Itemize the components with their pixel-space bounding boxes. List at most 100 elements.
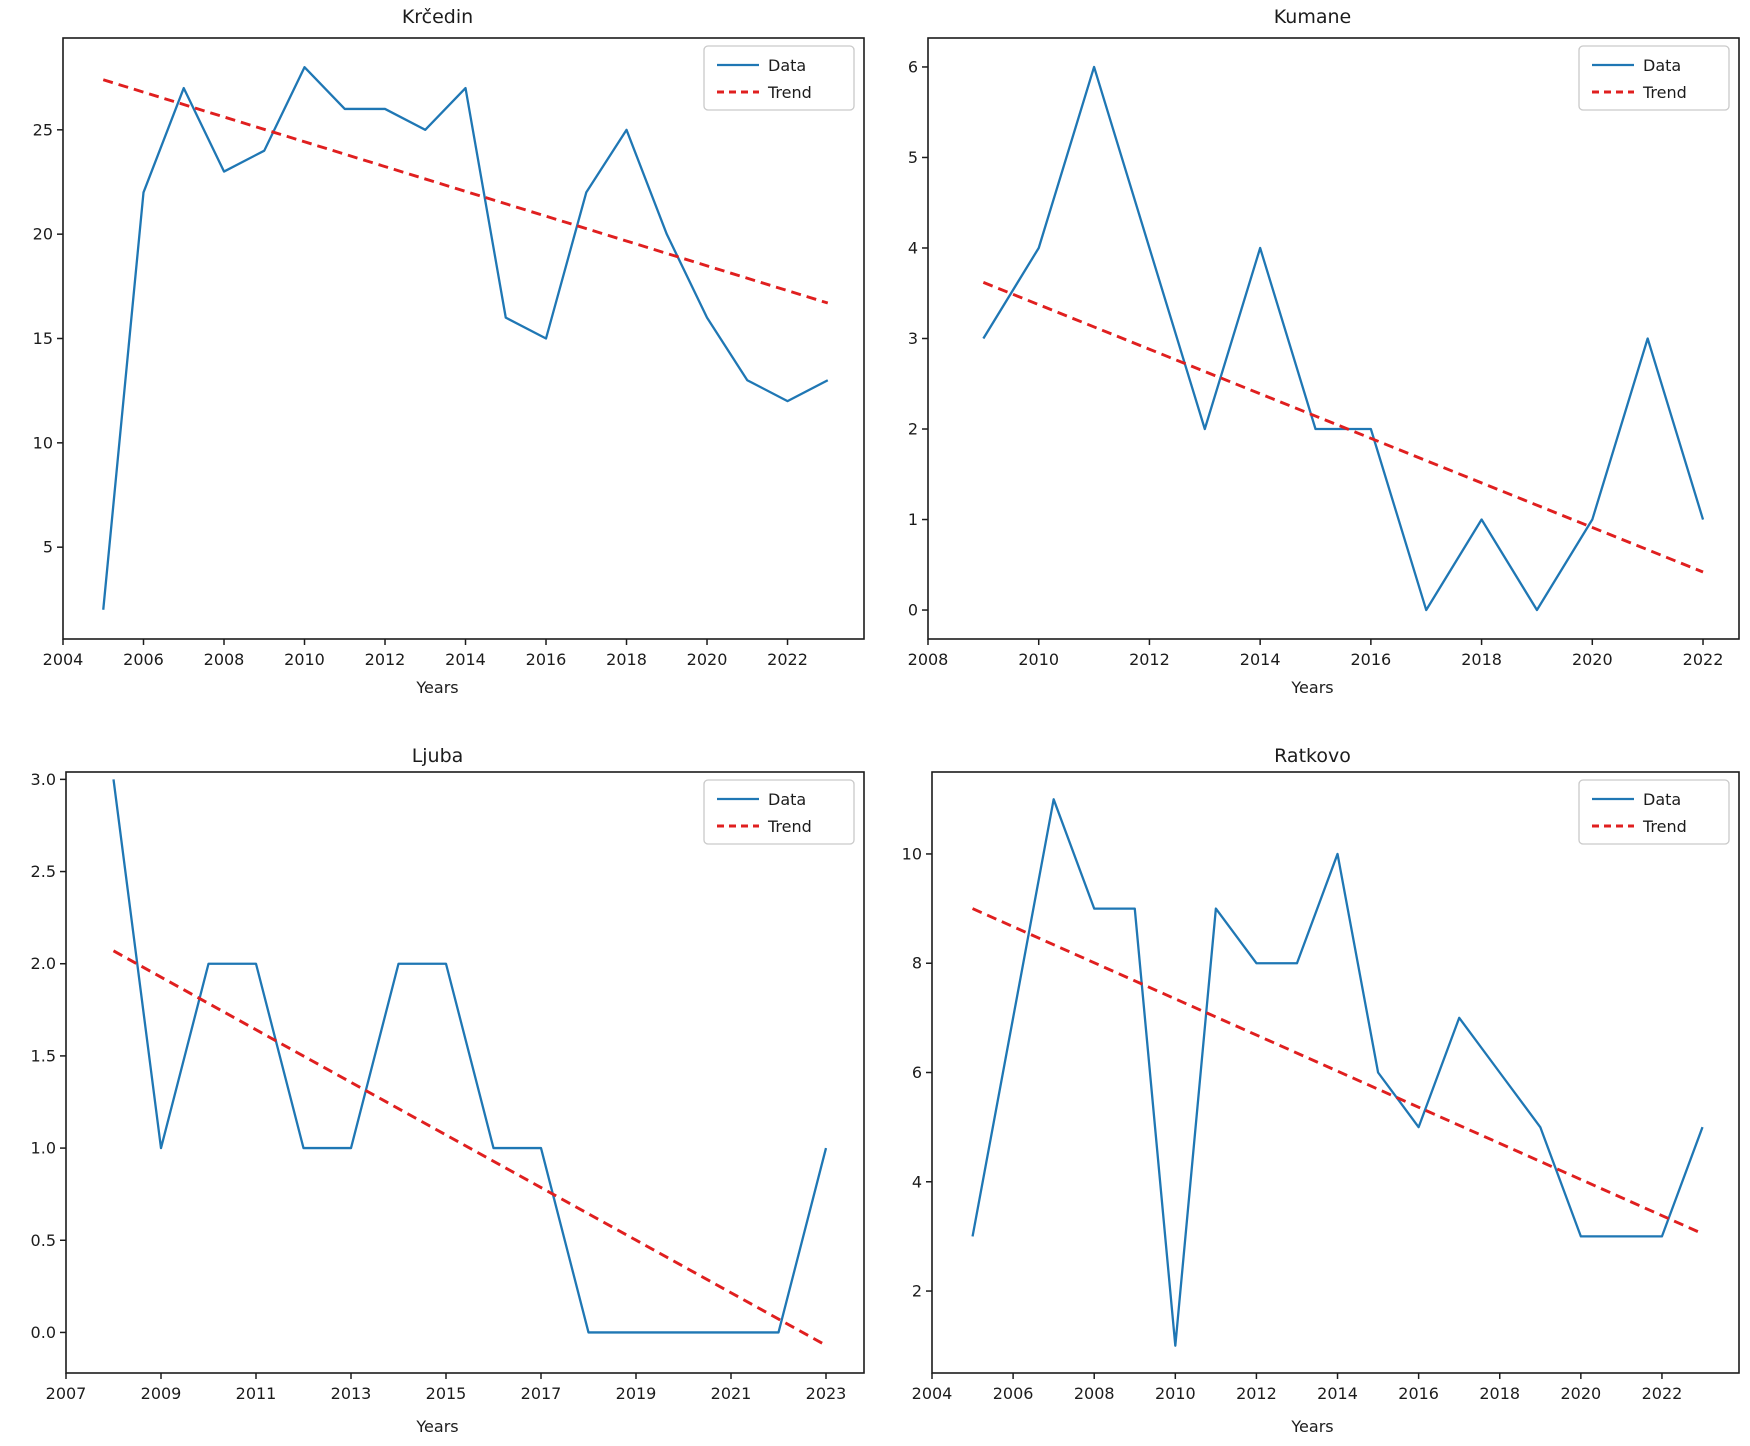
x-tick-label: 2022 xyxy=(1642,1384,1683,1403)
x-tick-label: 2023 xyxy=(806,1384,847,1403)
x-tick-label: 2014 xyxy=(1240,650,1281,669)
y-tick-label: 5 xyxy=(43,538,53,557)
legend-data-label: Data xyxy=(1643,56,1681,75)
trend-line xyxy=(102,78,829,305)
x-tick-label: 2012 xyxy=(1129,650,1170,669)
x-tick-label: 2015 xyxy=(426,1384,467,1403)
x-tick-label: 2016 xyxy=(1351,650,1392,669)
legend-trend-label: Trend xyxy=(767,83,812,102)
page-title: Ljuba xyxy=(411,745,464,767)
x-tick-label: 2010 xyxy=(1018,650,1059,669)
x-tick-label: 2014 xyxy=(1317,1384,1358,1403)
subplot-kumane: Kumane 2008 2010 2012 2014 2016 2018 2020 2022 0… xyxy=(875,0,1750,723)
x-tick-label: 2010 xyxy=(284,650,325,669)
legend-box xyxy=(703,45,855,111)
x-tick-label: 2020 xyxy=(1560,1384,1601,1403)
trend-line xyxy=(971,907,1704,1236)
y-tick-label: 15 xyxy=(33,329,53,348)
chart-ljuba: 2007 2009 2011 2013 2015 2017 2019 2021 2023 0.0 0… xyxy=(31,770,865,1403)
x-tick-label: 2018 xyxy=(606,650,647,669)
legend-trend-label: Trend xyxy=(767,817,812,836)
y-tick-label: 5 xyxy=(908,148,918,167)
x-tick-label: 2022 xyxy=(767,650,808,669)
data-line xyxy=(982,65,1705,612)
y-tick-label: 2 xyxy=(908,420,918,439)
legend-box xyxy=(703,779,855,845)
y-tick-label: 3.0 xyxy=(31,770,56,789)
x-tick-label: 2016 xyxy=(1398,1384,1439,1403)
legend-data-label: Data xyxy=(1643,790,1681,809)
chart-kumane: 2008 2010 2012 2014 2016 2018 2020 2022 0 1 2 3 4 5 6 D… xyxy=(908,37,1740,669)
x-tick-label: 2006 xyxy=(993,1384,1034,1403)
x-tick-label: 2008 xyxy=(1074,1384,1115,1403)
y-tick-label: 8 xyxy=(912,954,922,973)
y-tick-label: 2 xyxy=(912,1282,922,1301)
x-tick-label: 2014 xyxy=(445,650,486,669)
x-tick-label: 2018 xyxy=(1479,1384,1520,1403)
x-tick-label: 2010 xyxy=(1155,1384,1196,1403)
data-line xyxy=(971,798,1704,1347)
plot-spines xyxy=(927,37,1740,640)
x-tick-label: 2007 xyxy=(46,1384,87,1403)
y-tick-label: 3 xyxy=(908,329,918,348)
x-tick-label: 2006 xyxy=(123,650,164,669)
x-axis-label: Years xyxy=(416,1417,459,1436)
x-tick-label: 2016 xyxy=(526,650,567,669)
subplot-krcedin: Krčedin 2004 2006 2008 2010 2012 2014 2016 2018… xyxy=(0,0,875,723)
legend-box xyxy=(1578,45,1730,111)
page-title: Krčedin xyxy=(401,6,474,28)
x-tick-label: 2020 xyxy=(687,650,728,669)
x-tick-label: 2009 xyxy=(141,1384,182,1403)
x-tick-label: 2012 xyxy=(1236,1384,1277,1403)
y-tick-label: 1.0 xyxy=(31,1139,56,1158)
x-tick-label: 2004 xyxy=(43,650,84,669)
y-tick-label: 1 xyxy=(908,510,918,529)
y-tick-label: 1.5 xyxy=(31,1046,56,1065)
data-line xyxy=(102,66,829,610)
x-tick-label: 2011 xyxy=(236,1384,277,1403)
y-tick-label: 4 xyxy=(912,1172,922,1191)
x-tick-label: 2019 xyxy=(616,1384,657,1403)
y-tick-label: 10 xyxy=(902,844,922,863)
x-tick-label: 2012 xyxy=(365,650,406,669)
subplot-ratkovo: Ratkovo 2004 2006 2008 2010 2012 2014 2016 2018… xyxy=(875,723,1750,1446)
x-tick-label: 2004 xyxy=(912,1384,953,1403)
x-axis-label: Years xyxy=(1291,678,1334,697)
page-title: Kumane xyxy=(1273,6,1352,28)
y-tick-label: 2.0 xyxy=(31,954,56,973)
plot-spines xyxy=(931,771,1740,1374)
x-tick-label: 2008 xyxy=(908,650,949,669)
y-tick-label: 2.5 xyxy=(31,862,56,881)
y-tick-label: 4 xyxy=(908,238,918,257)
y-tick-label: 0 xyxy=(908,601,918,620)
plot-spines xyxy=(65,771,865,1374)
page-title: Ratkovo xyxy=(1274,745,1351,767)
y-tick-label: 25 xyxy=(33,120,53,139)
x-axis-label: Years xyxy=(1291,1417,1334,1436)
data-line xyxy=(112,779,828,1334)
chart-krcedin: 2004 2006 2008 2010 2012 2014 2016 2018 2020 2022… xyxy=(33,37,865,669)
x-tick-label: 2013 xyxy=(331,1384,372,1403)
x-tick-label: 2020 xyxy=(1572,650,1613,669)
trend-line xyxy=(982,281,1704,574)
y-tick-label: 0.0 xyxy=(31,1323,56,1342)
y-tick-label: 10 xyxy=(33,433,53,452)
x-tick-label: 2021 xyxy=(711,1384,752,1403)
x-tick-label: 2018 xyxy=(1461,650,1502,669)
legend-box xyxy=(1578,779,1730,845)
legend-trend-label: Trend xyxy=(1642,817,1687,836)
y-tick-label: 0.5 xyxy=(31,1231,56,1250)
x-tick-label: 2022 xyxy=(1683,650,1724,669)
y-tick-label: 6 xyxy=(912,1063,922,1082)
x-tick-label: 2008 xyxy=(204,650,245,669)
subplot-ljuba: Ljuba 2007 2009 2011 2013 2015 2017 2019 2021 20… xyxy=(0,723,875,1446)
legend-trend-label: Trend xyxy=(1642,83,1687,102)
trend-line xyxy=(112,949,827,1347)
y-tick-label: 6 xyxy=(908,57,918,76)
y-tick-label: 20 xyxy=(33,225,53,244)
x-axis-label: Years xyxy=(416,678,459,697)
x-tick-label: 2017 xyxy=(521,1384,562,1403)
legend-data-label: Data xyxy=(768,56,806,75)
legend-data-label: Data xyxy=(768,790,806,809)
